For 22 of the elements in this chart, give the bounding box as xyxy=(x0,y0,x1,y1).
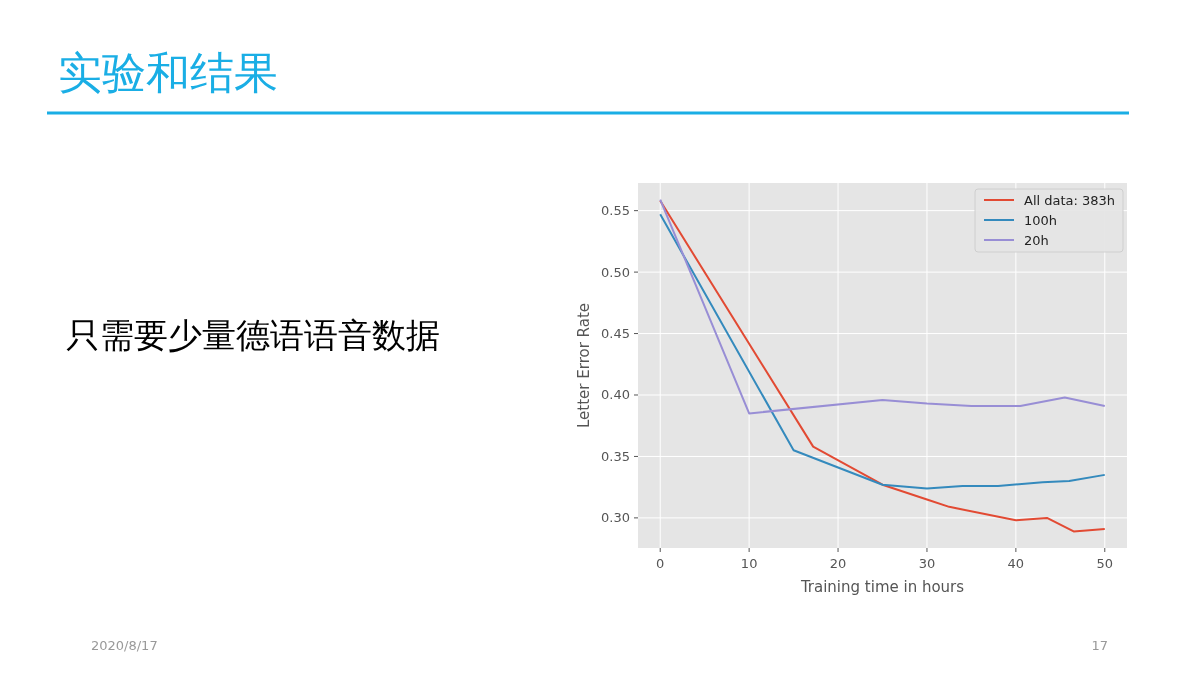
y-axis-title: Letter Error Rate xyxy=(575,303,593,428)
legend-label: All data: 383h xyxy=(1024,192,1116,208)
text: 实验和结果 xyxy=(58,47,278,98)
legend-label: 100h xyxy=(1024,212,1058,228)
y-tick-label: 0.45 xyxy=(601,326,630,342)
y-tick-label: 0.55 xyxy=(601,203,630,219)
x-tick-label: 50 xyxy=(1096,556,1114,571)
line-series xyxy=(659,213,1106,490)
y-tick-label: 0.30 xyxy=(601,510,630,526)
x-tick-label: 30 xyxy=(918,556,936,571)
text: 2020/8/17 xyxy=(91,638,158,653)
x-tick-label: 0 xyxy=(656,556,665,571)
x-axis-title: Training time in hours xyxy=(799,578,965,596)
x-tick-label: 10 xyxy=(740,556,758,571)
y-tick-label: 0.40 xyxy=(601,387,630,403)
text: 17 xyxy=(1091,638,1108,653)
y-tick-label: 0.35 xyxy=(601,448,630,464)
y-tick-label: 0.50 xyxy=(601,264,630,280)
legend-label: 20h xyxy=(1024,232,1049,248)
x-tick-label: 40 xyxy=(1007,556,1025,571)
x-tick-label: 20 xyxy=(829,556,847,571)
text: 只需要少量德语语音数据 xyxy=(66,315,440,355)
